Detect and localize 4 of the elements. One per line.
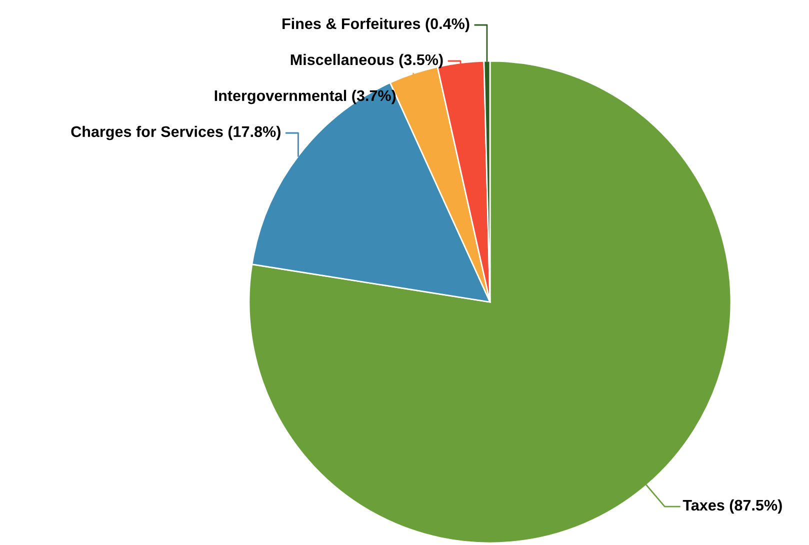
slice-label: Charges for Services (17.8%) xyxy=(71,126,280,140)
slice-label: Fines & Forfeitures (0.4%) xyxy=(282,18,470,32)
slice-label: Taxes (87.5%) xyxy=(682,499,782,514)
legend-label: Miscellaneous (3.5%) xyxy=(290,54,443,68)
